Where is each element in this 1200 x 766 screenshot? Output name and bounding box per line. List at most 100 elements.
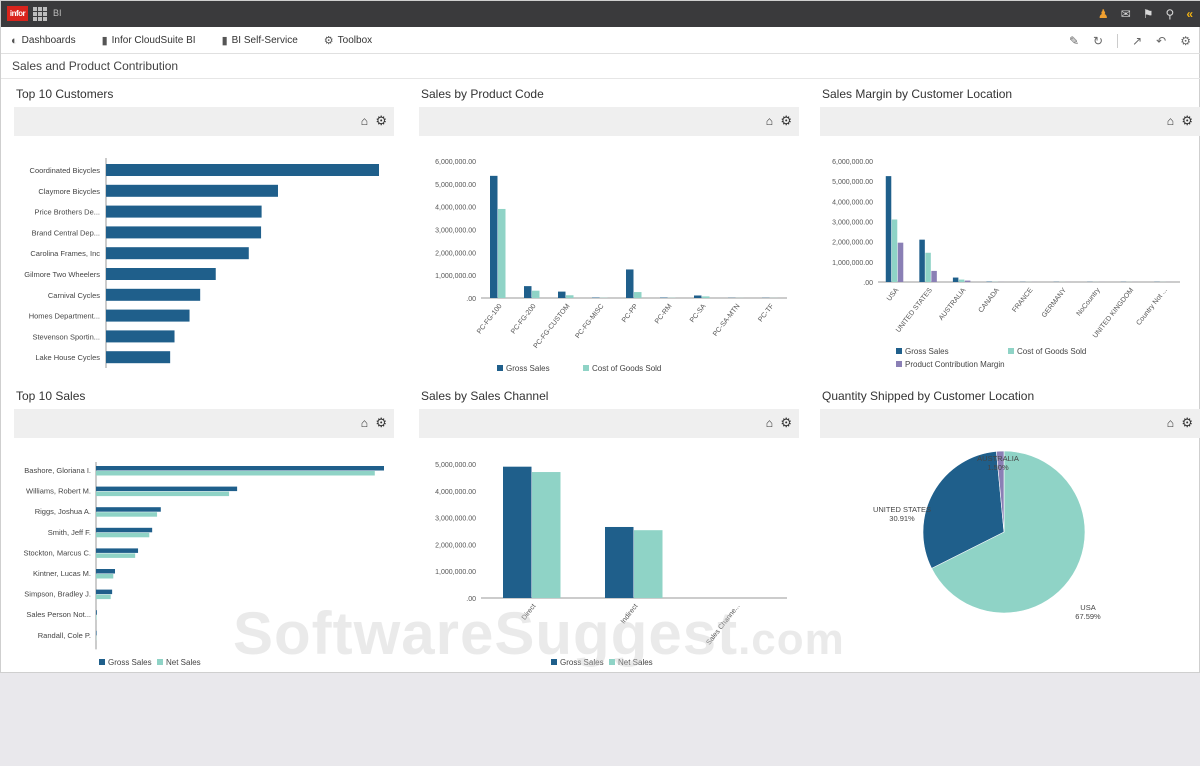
- top-bar-icons: ♟ ✉ ⚑ ⚲ «: [1098, 1, 1193, 27]
- pie-slice: [931, 450, 1086, 614]
- x-tick-label: PC-FG-CUSTOM: [533, 303, 572, 350]
- x-tick-label: USA: [886, 287, 901, 303]
- bar: [106, 268, 216, 280]
- category-label: Riggs, Joshua A.: [35, 507, 91, 516]
- y-tick-label: .00: [466, 296, 476, 303]
- legend-swatch: [99, 659, 105, 665]
- dashboard-icon: ◐: [11, 34, 18, 47]
- legend-label: Gross Sales: [108, 658, 152, 667]
- panel-top-customers: Top 10 Customers ⌂ ⚙ Coordinated Bicycle…: [14, 87, 394, 377]
- gear-icon[interactable]: ⚙: [780, 113, 792, 128]
- y-tick-label: 2,000,000.00: [832, 240, 873, 247]
- x-tick-label: PC-FG-MISC: [574, 303, 605, 340]
- x-tick-label: PC-PP: [621, 303, 640, 324]
- y-tick-label: 4,000,000.00: [435, 489, 476, 496]
- bar: [694, 295, 702, 298]
- home-icon[interactable]: ⌂: [360, 114, 368, 128]
- undo-icon[interactable]: ↶: [1156, 33, 1167, 48]
- watermark: SoftwareSuggest.com: [233, 599, 845, 668]
- home-icon[interactable]: ⌂: [360, 416, 368, 430]
- legend-swatch: [1008, 348, 1014, 354]
- chart-sales-channel: 5,000,000.00 4,000,000.00 3,000,000.00 2,00…: [435, 462, 787, 667]
- panel-title: Quantity Shipped by Customer Location: [822, 389, 1035, 403]
- y-tick-label: 1,000,000.00: [435, 273, 476, 280]
- home-icon[interactable]: ⌂: [1166, 114, 1174, 128]
- bar: [106, 247, 249, 260]
- x-tick-label: FRANCE: [1011, 287, 1034, 314]
- y-tick-label: .00: [863, 280, 873, 287]
- nav-item-toolbox[interactable]: ⚙ Toolbox: [324, 34, 372, 47]
- bar: [490, 175, 498, 298]
- y-tick-label: 2,000,000.00: [435, 250, 476, 257]
- main-nav: ◐ Dashboards ▮ Infor CloudSuite BI ▮ BI …: [11, 27, 398, 54]
- tools-divider: [1117, 33, 1119, 48]
- bar: [626, 269, 634, 298]
- nav-item-label: Dashboards: [21, 35, 76, 46]
- home-icon[interactable]: ⌂: [1166, 416, 1174, 430]
- nav-item-bi-self-service[interactable]: ▮ BI Self-Service: [222, 34, 298, 47]
- app-label: BI: [53, 8, 62, 18]
- user-icon[interactable]: ♟: [1097, 7, 1109, 21]
- bar: [958, 279, 965, 282]
- x-tick-label: PC-SA: [689, 303, 708, 324]
- message-icon[interactable]: ✉: [1120, 7, 1131, 21]
- category-label: Kintner, Lucas M.: [33, 569, 91, 578]
- y-tick-label: 5,000,000.00: [832, 179, 873, 186]
- bar: [558, 291, 566, 298]
- page-title: Sales and Product Contribution: [12, 59, 179, 73]
- bookmark-icon[interactable]: ⚑: [1142, 7, 1154, 21]
- bar: [106, 330, 175, 343]
- category-label: Gilmore Two Wheelers: [24, 270, 100, 279]
- nav-item-label: Infor CloudSuite BI: [111, 35, 196, 46]
- slice-percent: 1.50%: [987, 463, 1009, 472]
- slice-percent: 67.59%: [1075, 612, 1101, 621]
- bar: [106, 205, 262, 218]
- x-tick-label: Country Not ...: [1135, 287, 1168, 327]
- y-tick-label: 3,000,000.00: [435, 516, 476, 523]
- collapse-icon[interactable]: «: [1186, 7, 1193, 21]
- bar: [925, 252, 931, 282]
- category-label: Sales Person Not...: [26, 610, 91, 619]
- edit-icon[interactable]: ✎: [1068, 33, 1080, 48]
- category-label: Carnival Cycles: [48, 291, 100, 300]
- gear-icon[interactable]: ⚙: [375, 415, 387, 430]
- nav-item-label: Toolbox: [337, 35, 373, 46]
- pie-slice: [996, 450, 1005, 533]
- bar: [566, 295, 574, 298]
- nav-item-label: BI Self-Service: [231, 35, 298, 46]
- category-label: Bashore, Gloriana I.: [24, 466, 91, 475]
- legend-label: Gross Sales: [560, 658, 604, 667]
- home-icon[interactable]: ⌂: [765, 114, 773, 128]
- gear-icon[interactable]: ⚙: [1181, 113, 1193, 128]
- gear-icon[interactable]: ⚙: [780, 415, 792, 430]
- panel-toolbar: ⌂ ⚙: [820, 409, 1200, 438]
- panel-top-sales: Top 10 Sales ⌂ ⚙ Bashore, Gloriana I. Wil…: [14, 389, 394, 671]
- x-tick-label: CANADA: [978, 287, 1002, 315]
- refresh-icon[interactable]: ↻: [1093, 33, 1104, 48]
- bar: [96, 569, 116, 574]
- x-tick-label: PC-SA-MTN: [712, 303, 741, 338]
- legend-label: Net Sales: [166, 658, 201, 667]
- slice-percent: 30.91%: [889, 514, 915, 523]
- bar: [96, 471, 375, 476]
- panel-sales-channel: Sales by Sales Channel ⌂ ⚙ 5,000,000.00 4…: [419, 389, 799, 671]
- search-icon[interactable]: ⚲: [1165, 7, 1175, 21]
- bar: [964, 280, 971, 282]
- gear-icon[interactable]: ⚙: [375, 113, 387, 128]
- bar: [96, 486, 238, 492]
- export-icon[interactable]: ↗: [1132, 33, 1143, 48]
- legend-swatch: [583, 365, 589, 371]
- legend-swatch: [896, 348, 902, 354]
- nav-item-dashboards[interactable]: ◐ Dashboards: [11, 35, 76, 47]
- nav-item-cloudsuite-bi[interactable]: ▮ Infor CloudSuite BI: [102, 34, 196, 47]
- bar: [106, 226, 262, 239]
- bar: [931, 270, 937, 282]
- settings-icon[interactable]: ⚙: [1180, 33, 1191, 48]
- gear-icon[interactable]: ⚙: [1181, 415, 1193, 430]
- panel-margin-location: Sales Margin by Customer Location ⌂ ⚙ 6,…: [820, 87, 1200, 377]
- home-icon[interactable]: ⌂: [765, 416, 773, 430]
- app-grid-icon[interactable]: [33, 7, 47, 21]
- bar: [885, 176, 892, 282]
- bar-chart-icon: ▮: [101, 35, 108, 47]
- title-divider: [1, 78, 1200, 79]
